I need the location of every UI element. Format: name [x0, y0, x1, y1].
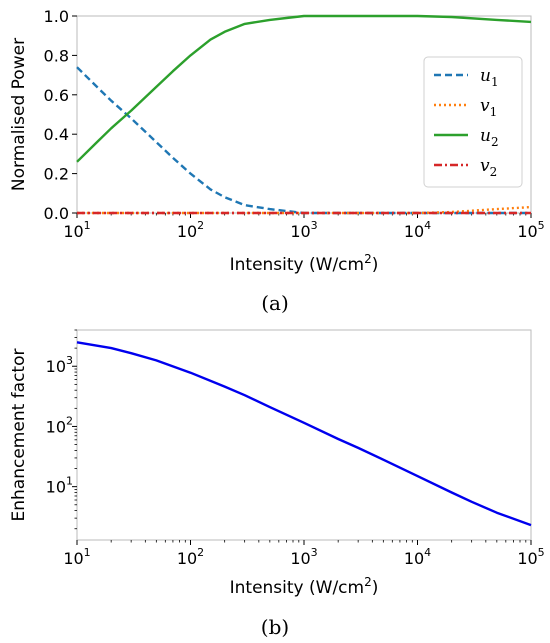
y-tick-label-b-base: 10 [46, 417, 66, 436]
x-axis-label-b: Intensity (W/cm2) [230, 575, 379, 598]
x-tick-label-a-base: 10 [404, 222, 424, 241]
x-tick-label-b-base: 10 [404, 549, 424, 568]
y-tick-label-b-exp: 3 [66, 354, 73, 367]
x-tick-label-a-base: 10 [177, 222, 197, 241]
y-tick-label-a: 1.0 [44, 7, 69, 26]
series-line-u2 [76, 14, 532, 163]
x-tick-label-a: 105 [517, 219, 544, 241]
legend-symbol: v [480, 156, 490, 176]
x-axis-label-a-main: Intensity (W/cm [230, 255, 364, 275]
y-tick-label-b-base: 10 [46, 478, 66, 497]
y-tick-label-a: 0.4 [44, 125, 69, 144]
y-axis-label-b: Enhancement factor [9, 349, 29, 522]
legend-label-v1: v1 [480, 96, 497, 119]
legend-subscript: 2 [491, 135, 499, 149]
x-tick-label-a-base: 10 [290, 222, 310, 241]
y-tick-label-b-exp: 2 [66, 414, 73, 427]
y-axis-label-a: Normalised Power [9, 38, 29, 191]
legend-subscript: 1 [490, 105, 498, 119]
caption-b: (b) [261, 615, 289, 639]
x-tick-label-a-exp: 3 [311, 219, 318, 232]
x-tick-label-b-base: 10 [63, 549, 83, 568]
series-line-enhancement [76, 341, 532, 527]
y-tick-label-a: 0.2 [44, 165, 69, 184]
legend-subscript: 1 [491, 75, 499, 89]
x-tick-label-b: 105 [517, 546, 544, 568]
x-axis-label-a-sup: 2 [364, 252, 372, 266]
x-tick-label-b-exp: 2 [197, 546, 204, 559]
x-tick-label-a: 102 [177, 219, 204, 241]
x-tick-label-a-base: 10 [517, 222, 537, 241]
x-axis-label-b-main: Intensity (W/cm [230, 578, 364, 598]
x-tick-label-b: 104 [404, 546, 431, 568]
x-tick-label-a: 103 [290, 219, 317, 241]
legend-label-u2: u2 [480, 126, 499, 149]
legend-symbol: v [480, 96, 490, 116]
legend-subscript: 2 [490, 165, 498, 179]
y-tick-label-a: 0.8 [44, 46, 69, 65]
x-tick-label-a-exp: 5 [538, 219, 545, 232]
x-tick-label-b-exp: 5 [538, 546, 545, 559]
x-tick-label-b: 103 [290, 546, 317, 568]
x-tick-label-a: 104 [404, 219, 431, 241]
y-tick-label-b: 103 [46, 354, 73, 376]
x-tick-label-b: 102 [177, 546, 204, 568]
y-tick-label-a: 0.0 [44, 204, 69, 223]
x-tick-label-a-exp: 2 [197, 219, 204, 232]
x-tick-label-b-base: 10 [290, 549, 310, 568]
x-tick-label-b-exp: 4 [424, 546, 431, 559]
y-tick-label-b-exp: 1 [66, 475, 73, 488]
legend-label-v2: v2 [480, 156, 497, 179]
legend-box [423, 56, 523, 188]
legend-symbol: u [480, 66, 491, 86]
legend-label-u1: u1 [480, 66, 499, 89]
x-axis-label-b-end: ) [372, 578, 379, 598]
x-tick-label-a-exp: 4 [424, 219, 431, 232]
x-tick-label-b-base: 10 [517, 549, 537, 568]
y-tick-label-b: 101 [46, 475, 73, 497]
x-tick-label-a: 101 [63, 219, 90, 241]
plot-area-b [76, 329, 532, 541]
y-tick-label-a: 0.6 [44, 86, 69, 105]
caption-a: (a) [261, 291, 289, 315]
x-axis-label-b-sup: 2 [364, 575, 372, 589]
legend-symbol: u [480, 126, 491, 146]
x-axis-label-a: Intensity (W/cm2) [230, 252, 379, 275]
x-tick-label-b: 101 [63, 546, 90, 568]
y-tick-label-b-base: 10 [46, 357, 66, 376]
y-tick-label-b: 102 [46, 414, 73, 436]
x-tick-label-b-exp: 1 [84, 546, 91, 559]
x-tick-label-a-base: 10 [63, 222, 83, 241]
x-tick-label-b-base: 10 [177, 549, 197, 568]
chart-a: 101 102 103 104 1050.00.20.40.60.81.0u1v1u2v… [9, 7, 545, 315]
x-axis-label-a-end: ) [372, 255, 379, 275]
x-tick-label-a-exp: 1 [84, 219, 91, 232]
x-tick-label-b-exp: 3 [311, 546, 318, 559]
